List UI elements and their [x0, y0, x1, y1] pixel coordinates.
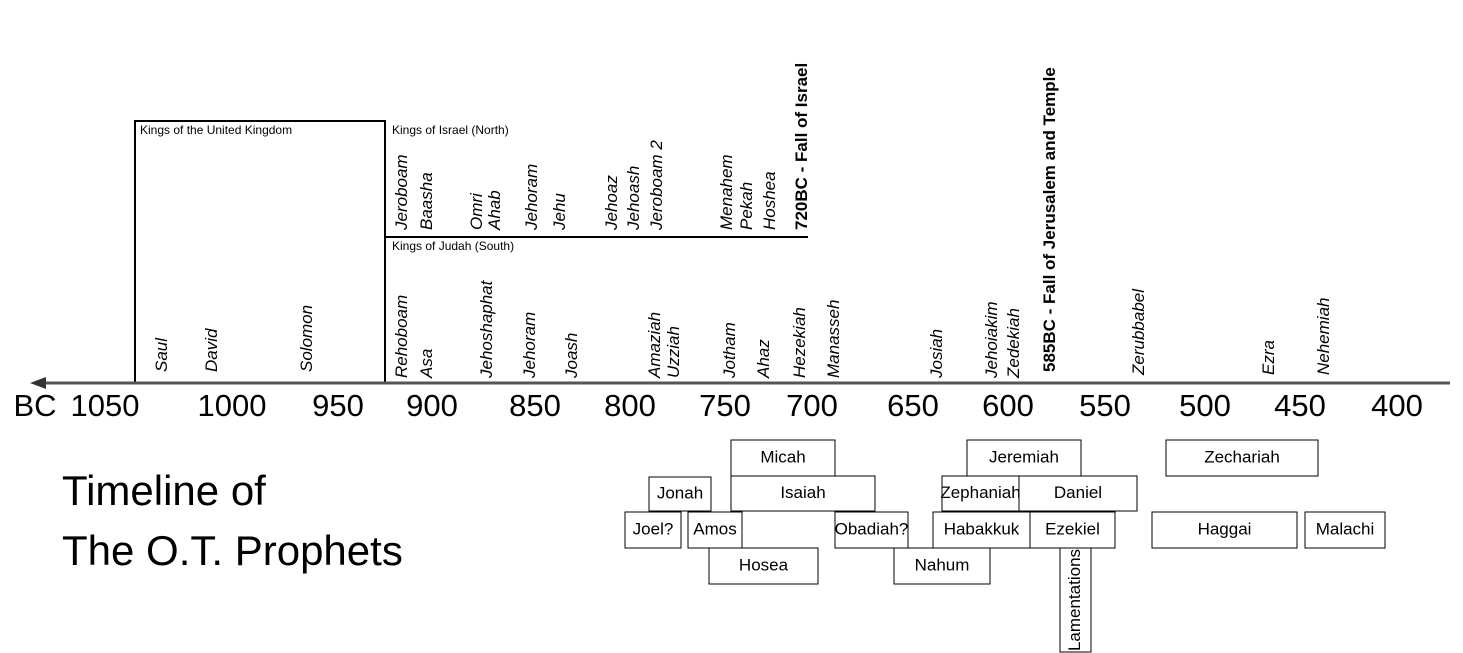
- prophet-box: [624, 511, 682, 549]
- title-line: The O.T. Prophets: [62, 527, 403, 574]
- vertical-label: Nehemiah: [1314, 298, 1333, 376]
- vertical-label: Jotham: [720, 322, 739, 379]
- prophet-box: [687, 511, 743, 549]
- prophet-box: [730, 439, 836, 477]
- prophet-box: [648, 476, 712, 512]
- vertical-label: Zerubbabel: [1129, 288, 1148, 376]
- year-label: 600: [982, 388, 1034, 423]
- vertical-label: Jeroboam 2: [647, 140, 666, 231]
- prophet-box: [708, 547, 819, 585]
- prophet-name: Haggai: [1198, 519, 1252, 538]
- year-label: 500: [1179, 388, 1231, 423]
- vertical-label: Josiah: [927, 329, 946, 379]
- vertical-label: Jehoram: [522, 164, 541, 231]
- prophet-name: Jonah: [657, 483, 703, 502]
- vertical-label: Baasha: [417, 172, 436, 230]
- vertical-label: 720BC - Fall of Israel: [792, 63, 811, 230]
- year-label: 950: [312, 388, 364, 423]
- vertical-label: Asa: [417, 349, 436, 379]
- vertical-label: Jehoash: [624, 166, 643, 231]
- united-kingdom-box: [134, 120, 386, 384]
- vertical-label: Uzziah: [664, 326, 683, 378]
- year-label: 1050: [71, 388, 140, 423]
- prophet-name: Malachi: [1316, 519, 1375, 538]
- year-label: 900: [406, 388, 458, 423]
- prophet-name: Daniel: [1054, 483, 1102, 502]
- prophet-name: Ezekiel: [1045, 519, 1100, 538]
- group-label: Kings of Judah (South): [392, 239, 514, 253]
- prophet-box: [893, 547, 991, 585]
- prophet-name: Amos: [693, 519, 736, 538]
- prophet-box: [1018, 475, 1138, 512]
- prophet-name: Micah: [760, 447, 805, 466]
- prophet-name: Zechariah: [1204, 447, 1280, 466]
- prophet-name: Hosea: [739, 555, 789, 574]
- prophet-name: Isaiah: [780, 483, 825, 502]
- vertical-label: Manasseh: [824, 300, 843, 378]
- vertical-label: Rehoboam: [392, 295, 411, 378]
- prophet-name: Nahum: [915, 555, 970, 574]
- prophet-box: [1029, 511, 1116, 549]
- prophet-name: Lamentations: [1065, 549, 1084, 651]
- year-label: 400: [1371, 388, 1423, 423]
- group-label: Kings of the United Kingdom: [140, 123, 292, 137]
- vertical-label: Jehu: [550, 193, 569, 231]
- vertical-label: Jehoram: [520, 312, 539, 379]
- vertical-label: Saul: [152, 337, 171, 372]
- vertical-label: Zedekiah: [1004, 308, 1023, 379]
- vertical-label: David: [202, 328, 221, 372]
- prophet-box: [730, 475, 876, 512]
- group-label: Kings of Israel (North): [392, 123, 509, 137]
- prophet-name: Habakkuk: [944, 519, 1020, 538]
- year-label: 700: [786, 388, 838, 423]
- vertical-label: Jehoaz: [602, 175, 621, 231]
- prophet-name: Jeremiah: [989, 447, 1059, 466]
- year-label: 750: [699, 388, 751, 423]
- vertical-label: Hezekiah: [790, 307, 809, 378]
- vertical-label: 585BC - Fall of Jerusalem and Temple: [1040, 67, 1059, 372]
- vertical-label: Jeroboam: [392, 154, 411, 231]
- prophet-box: [1059, 547, 1092, 653]
- prophet-box: [932, 511, 1031, 549]
- prophet-box: [1304, 511, 1386, 549]
- prophet-box: [1151, 511, 1298, 549]
- year-label: 650: [887, 388, 939, 423]
- prophet-box: [1165, 439, 1319, 477]
- vertical-label: Pekah: [737, 182, 756, 230]
- vertical-label: Jehoiakim: [982, 301, 1001, 379]
- year-label: 800: [604, 388, 656, 423]
- era-prefix: BC: [13, 388, 56, 423]
- vertical-label: Hoshea: [760, 171, 779, 230]
- vertical-label: Amaziah: [645, 312, 664, 379]
- vertical-label: Joash: [562, 333, 581, 379]
- axis-arrow: [30, 377, 46, 389]
- year-label: 1000: [198, 388, 267, 423]
- vertical-label: Ahaz: [754, 339, 773, 379]
- year-label: 550: [1079, 388, 1131, 423]
- vertical-label: Jehoshaphat: [477, 279, 496, 379]
- vertical-label: Omri: [467, 192, 486, 230]
- prophet-box: [834, 511, 909, 549]
- vertical-label: Menahem: [717, 154, 736, 230]
- title-line: Timeline of: [62, 467, 266, 514]
- vertical-label: Solomon: [297, 305, 316, 372]
- prophet-name: Obadiah?: [835, 519, 909, 538]
- prophet-name: Joel?: [633, 519, 674, 538]
- vertical-label: Ahab: [485, 190, 504, 231]
- prophet-box: [941, 475, 1020, 512]
- year-label: 450: [1274, 388, 1326, 423]
- year-label: 850: [509, 388, 561, 423]
- prophet-name: Zephaniah: [940, 483, 1020, 502]
- vertical-label: Ezra: [1259, 340, 1278, 375]
